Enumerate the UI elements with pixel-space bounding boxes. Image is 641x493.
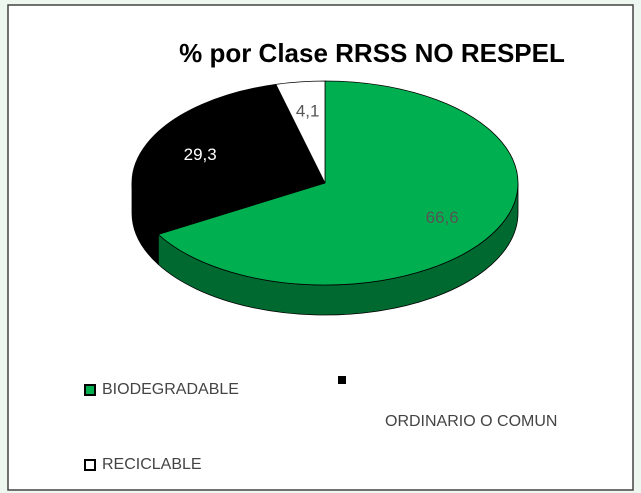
data-label: 4,1 (296, 102, 320, 121)
pie-slice (275, 80, 326, 184)
data-label: 66,6 (426, 208, 459, 227)
legend-swatch (84, 459, 96, 471)
legend-label: BIODEGRADABLE (102, 381, 239, 398)
legend-swatch (84, 384, 96, 396)
chart-title: % por Clase RRSS NO RESPEL (179, 38, 565, 68)
data-label: 29,3 (184, 145, 217, 164)
legend-swatch (338, 376, 346, 384)
pie-slice (131, 83, 326, 235)
legend-label: ORDINARIO O COMUN (385, 413, 557, 430)
legend-label: RECICLABLE (102, 456, 202, 473)
pie-slice (157, 80, 519, 286)
